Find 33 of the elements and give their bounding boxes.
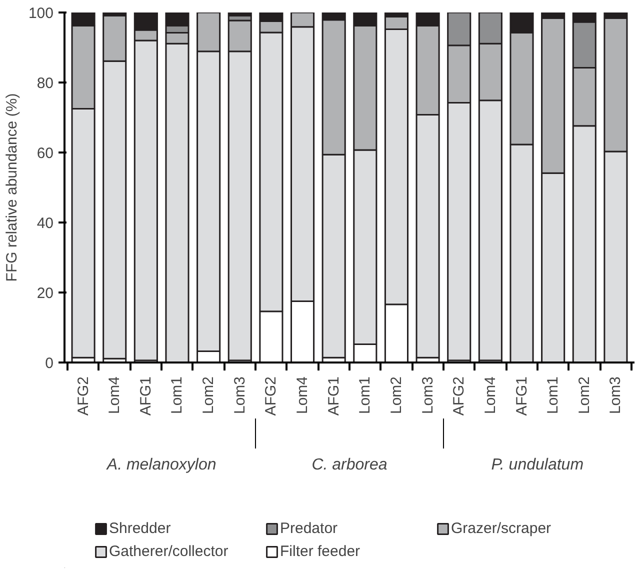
x-tick-label: Lom2 bbox=[576, 376, 593, 414]
x-tick-label: Lom1 bbox=[168, 376, 186, 414]
x-tick-label: Lom3 bbox=[607, 376, 624, 414]
y-tick-label: 0 bbox=[45, 355, 54, 372]
x-tick-label: Lom2 bbox=[200, 376, 218, 414]
x-tick-label: Lom4 bbox=[482, 376, 499, 414]
x-tick-label: Lom1 bbox=[544, 376, 562, 414]
x-tick-label: Lom4 bbox=[294, 376, 312, 414]
legend-label: Grazer/scraper bbox=[451, 520, 552, 537]
text: A. melanoxylon bbox=[106, 456, 216, 474]
legend-label: Shredder bbox=[109, 520, 172, 537]
y-tick-label: 100 bbox=[28, 5, 54, 22]
x-tick-label: Lom3 bbox=[419, 376, 436, 414]
x-tick-label: AFG2 bbox=[74, 376, 92, 416]
legend-label: Gatherer/collector bbox=[109, 543, 230, 560]
y-tick-label: 20 bbox=[36, 285, 54, 302]
x-tick-label: Lom3 bbox=[231, 376, 248, 414]
x-tick-label: AFG1 bbox=[513, 376, 530, 416]
y-tick-label: 40 bbox=[36, 215, 54, 232]
legend-label: Predator bbox=[280, 520, 339, 537]
x-tick-label: AFG2 bbox=[450, 376, 468, 416]
x-tick-label: AFG1 bbox=[137, 376, 154, 416]
x-tick-label: Lom4 bbox=[106, 376, 124, 414]
x-tick-label: AFG1 bbox=[325, 376, 342, 416]
x-tick-label: AFG2 bbox=[262, 376, 280, 416]
y-tick-label: 60 bbox=[36, 145, 54, 162]
legend-label: Filter feeder bbox=[280, 543, 362, 560]
text: P. undulatum bbox=[491, 456, 584, 474]
text: C. arborea bbox=[312, 456, 388, 474]
x-tick-label: Lom2 bbox=[388, 376, 405, 414]
y-tick-label: 80 bbox=[36, 75, 54, 92]
x-tick-label: Lom1 bbox=[356, 376, 374, 414]
y-axis-title: FFG relative abundance (%) bbox=[3, 93, 20, 282]
